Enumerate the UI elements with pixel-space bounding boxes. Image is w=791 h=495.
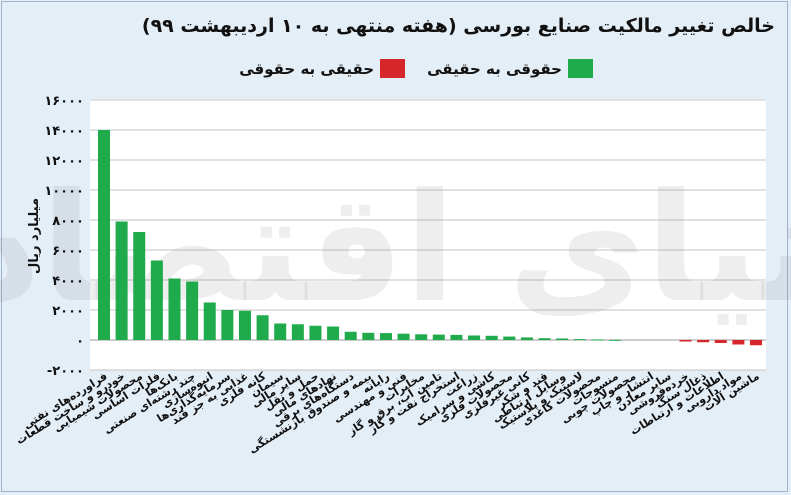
y-tick-label: ۱۴۰۰۰ bbox=[44, 124, 84, 139]
bar bbox=[573, 339, 586, 341]
bar bbox=[256, 315, 269, 340]
y-tick-label: -۲۰۰۰ bbox=[47, 364, 84, 379]
bar bbox=[186, 281, 199, 340]
chart-legend: حقوقی به حقیقی حقیقی به حقوقی bbox=[239, 59, 593, 78]
bar bbox=[538, 338, 551, 340]
bar bbox=[432, 334, 445, 340]
plot-area bbox=[90, 99, 766, 370]
y-tick-label: ۰ bbox=[76, 334, 84, 349]
bar bbox=[520, 337, 533, 340]
bar bbox=[379, 333, 392, 340]
bar bbox=[609, 339, 622, 341]
bar bbox=[221, 310, 234, 340]
bar bbox=[415, 334, 428, 340]
bar bbox=[503, 336, 516, 340]
bar bbox=[485, 335, 498, 340]
y-tick-label: ۲۰۰۰ bbox=[52, 304, 84, 319]
bar bbox=[150, 260, 163, 340]
y-tick-label: ۸۰۰۰ bbox=[52, 214, 84, 229]
legend-swatch-green bbox=[568, 59, 593, 78]
bar bbox=[679, 340, 692, 342]
bar bbox=[732, 340, 745, 345]
bar bbox=[362, 332, 375, 340]
bar bbox=[238, 310, 251, 340]
bar bbox=[274, 323, 287, 340]
bar bbox=[714, 340, 727, 343]
bar bbox=[556, 338, 569, 340]
y-tick-label: ۱۶۰۰۰ bbox=[44, 94, 84, 109]
y-tick-label: ۶۰۰۰ bbox=[52, 244, 84, 259]
y-tick-label: ۱۲۰۰۰ bbox=[44, 154, 84, 169]
chart-title: خالص تغییر مالکیت صنایع بورسی (هفته منته… bbox=[141, 15, 775, 37]
bar bbox=[291, 324, 304, 340]
bar bbox=[168, 278, 181, 340]
y-axis-label: میلیارد ریال bbox=[27, 198, 42, 274]
legend-swatch-red bbox=[380, 59, 406, 78]
bar bbox=[327, 326, 340, 340]
y-tick-label: ۴۰۰۰ bbox=[52, 274, 84, 289]
y-tick-label: ۱۰۰۰۰ bbox=[44, 184, 84, 199]
bar bbox=[397, 333, 410, 340]
bar bbox=[450, 334, 463, 340]
watermark-logo: دنیای اقتصاد bbox=[0, 162, 791, 336]
legend-label-haghighi-to-haghughi: حقیقی به حقوقی bbox=[239, 59, 375, 78]
bar bbox=[344, 331, 357, 340]
legend-item-haghighi-to-haghughi: حقیقی به حقوقی bbox=[239, 59, 406, 78]
bar bbox=[309, 325, 322, 340]
bar bbox=[133, 232, 146, 340]
bar bbox=[98, 130, 110, 340]
legend-label-haghughi-to-haghighi: حقوقی به حقیقی bbox=[427, 59, 562, 78]
legend-item-haghughi-to-haghighi: حقوقی به حقیقی bbox=[427, 59, 593, 78]
bar bbox=[115, 221, 128, 340]
bar bbox=[203, 302, 216, 340]
bar bbox=[750, 340, 762, 346]
bar bbox=[468, 335, 481, 340]
bar bbox=[697, 340, 710, 343]
bar bbox=[591, 339, 604, 341]
